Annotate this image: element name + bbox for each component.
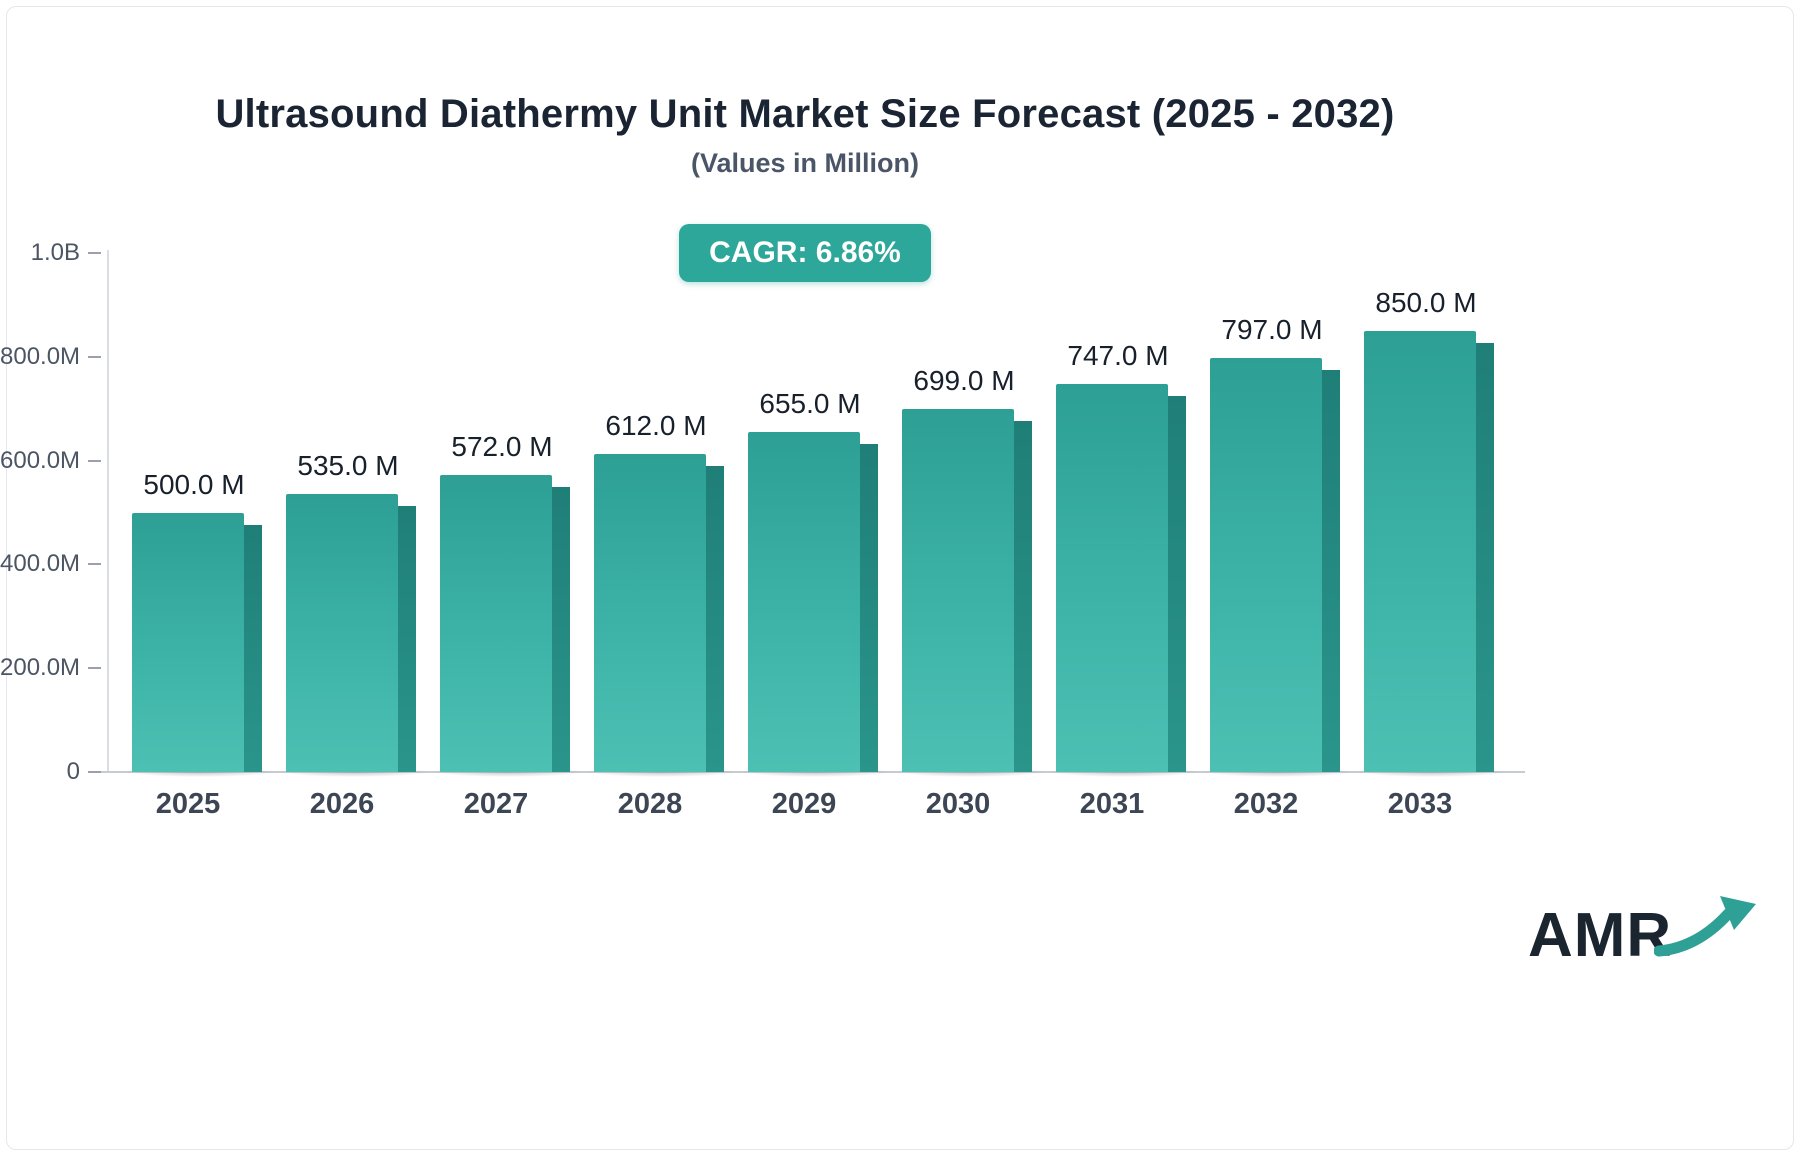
y-axis-tick <box>88 252 101 254</box>
x-axis-label: 2033 <box>1387 788 1453 820</box>
bar-2029 <box>748 432 860 772</box>
bar-side-2028 <box>706 466 724 772</box>
bar-shadow <box>1356 767 1508 777</box>
bar-shadow <box>1048 767 1200 777</box>
bar-side-2032 <box>1322 370 1340 772</box>
bar-shadow <box>740 767 892 777</box>
bar-2027 <box>440 475 552 772</box>
bar-2028 <box>594 454 706 772</box>
y-axis-tick <box>88 355 101 358</box>
bar-shadow <box>586 767 738 777</box>
bar-2026 <box>286 494 398 772</box>
bar-side-2029 <box>860 444 878 772</box>
x-axis-label: 2031 <box>1079 788 1145 820</box>
y-axis-label: 1.0B <box>30 239 80 266</box>
bar-2032 <box>1210 358 1322 772</box>
bar-shadow <box>894 767 1046 777</box>
y-axis-label: 400.0M <box>0 550 81 578</box>
y-axis-line <box>107 250 109 773</box>
y-axis-label: 0 <box>66 758 80 785</box>
cagr-badge-container: CAGR: 6.86% <box>0 224 1610 282</box>
bar-value-label: 535.0 M <box>297 450 399 482</box>
bar-side-2030 <box>1014 421 1032 772</box>
bar-side-2027 <box>552 487 570 772</box>
bar-value-label: 747.0 M <box>1067 340 1169 372</box>
bar-value-label: 699.0 M <box>913 365 1015 397</box>
y-axis-label: 200.0M <box>0 654 81 682</box>
y-axis-tick <box>88 459 101 462</box>
bar-side-2031 <box>1168 396 1186 772</box>
bar-2033 <box>1364 330 1476 772</box>
bar-shadow <box>124 767 276 777</box>
x-axis-line <box>88 771 1525 773</box>
x-axis-label: 2025 <box>155 788 221 820</box>
chart-subtitle: (Values in Million) <box>690 148 920 178</box>
x-axis-label: 2029 <box>771 788 837 820</box>
x-axis-label: 2027 <box>463 788 529 820</box>
bar-2031 <box>1056 384 1168 772</box>
bar-shadow <box>278 767 430 777</box>
growth-arrow-icon <box>1654 896 1756 957</box>
y-axis-tick <box>88 563 101 566</box>
bar-value-label: 850.0 M <box>1375 286 1477 318</box>
x-axis-label: 2030 <box>925 788 991 820</box>
bar-2025 <box>132 512 244 772</box>
amr-logo: AMR <box>1528 896 1778 980</box>
bar-side-2033 <box>1476 342 1494 772</box>
chart-title: Ultrasound Diathermy Unit Market Size Fo… <box>215 92 1395 136</box>
bar-side-2026 <box>398 506 416 772</box>
bar-shadow <box>432 767 584 777</box>
y-axis-tick <box>88 771 101 773</box>
bar-side-2025 <box>244 524 262 772</box>
bar-value-label: 655.0 M <box>759 388 861 420</box>
bar-value-label: 612.0 M <box>605 410 707 442</box>
bar-2030 <box>902 409 1014 772</box>
y-axis-label: 800.0M <box>0 342 81 370</box>
x-axis-label: 2028 <box>617 788 683 820</box>
bar-shadow <box>1202 767 1354 777</box>
y-axis-label: 600.0M <box>0 446 81 474</box>
amr-logo-text: AMR <box>1528 901 1673 970</box>
x-axis-label: 2032 <box>1233 788 1299 820</box>
y-axis-tick <box>88 667 101 670</box>
x-axis-label: 2026 <box>309 788 375 820</box>
bar-value-label: 797.0 M <box>1221 314 1323 346</box>
bar-value-label: 572.0 M <box>451 431 553 463</box>
cagr-badge: CAGR: 6.86% <box>679 224 931 282</box>
bar-value-label: 500.0 M <box>143 468 245 500</box>
